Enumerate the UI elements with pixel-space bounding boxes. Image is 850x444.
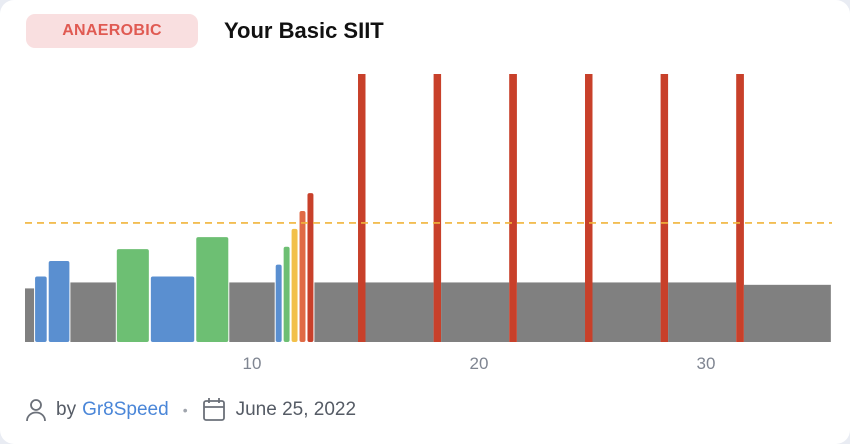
workout-title[interactable]: Your Basic SIIT [224,18,384,43]
x-tick-label-20: 20 [470,354,489,373]
interval-bar-23[interactable] [660,74,669,342]
interval-bar-21[interactable] [585,74,593,342]
interval-bar-12[interactable] [299,210,306,342]
x-tick-label-10: 10 [243,354,262,373]
workout-date: June 25, 2022 [235,399,357,420]
interval-bar-24[interactable] [668,282,737,342]
interval-bar-16[interactable] [365,282,434,342]
interval-bar-6[interactable] [150,276,195,342]
interval-bar-7[interactable] [196,237,229,342]
interval-bar-11[interactable] [291,228,298,342]
interval-bar-1[interactable] [25,288,35,342]
interval-bar-9[interactable] [275,264,282,342]
workout-intensity-chart: 10 20 30 [25,74,832,373]
calendar-icon [202,397,226,423]
interval-bar-18[interactable] [441,282,510,342]
interval-bar-2[interactable] [35,276,47,342]
interval-bar-15[interactable] [358,74,366,342]
meta-separator: • [182,402,188,418]
interval-bar-26[interactable] [743,284,831,342]
workout-meta: by Gr8Speed • June 25, 2022 [24,396,356,424]
interval-bar-10[interactable] [283,246,290,342]
interval-bar-19[interactable] [509,74,517,342]
workout-type-badge: ANAEROBIC [26,14,198,48]
user-icon [24,397,48,423]
interval-bar-17[interactable] [433,74,442,342]
interval-bar-4[interactable] [70,282,116,342]
interval-bar-13[interactable] [307,193,314,342]
interval-bar-14[interactable] [314,282,359,342]
author-link[interactable]: Gr8Speed [82,399,169,420]
x-tick-label-30: 30 [697,354,716,373]
interval-bar-20[interactable] [516,282,586,342]
interval-bar-3[interactable] [48,261,70,342]
interval-bar-22[interactable] [592,282,661,342]
by-label: by [56,399,77,420]
interval-bar-8[interactable] [229,282,275,342]
interval-bar-5[interactable] [116,249,149,342]
interval-bar-25[interactable] [736,74,744,342]
